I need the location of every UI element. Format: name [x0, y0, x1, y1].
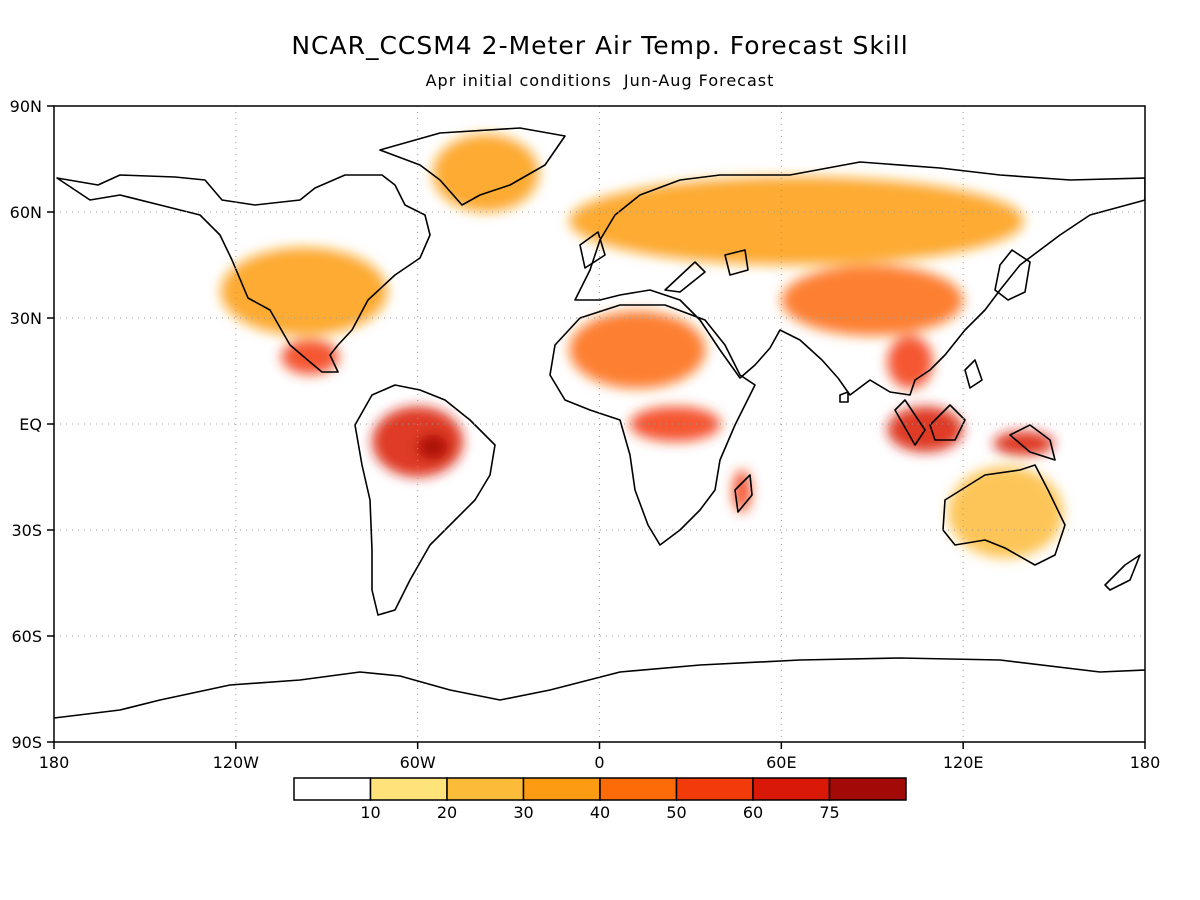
lon-tick-label: 60E: [766, 753, 796, 772]
colorbar-swatch: [293, 777, 372, 801]
colorbar-swatch: [752, 777, 831, 801]
colorbar-label: 30: [513, 803, 533, 822]
longitude-labels: 180 120W 60W 0 60E 120E 180: [39, 742, 1161, 772]
colorbar-swatch: [369, 777, 448, 801]
colorbar-label: 60: [743, 803, 763, 822]
skill-region: [417, 434, 448, 460]
lon-tick-label: 120W: [213, 753, 260, 772]
gridlines: [54, 106, 1145, 742]
coastlines: [54, 127, 1145, 719]
colorbar-label: 50: [666, 803, 686, 822]
lon-tick-label: 120E: [943, 753, 984, 772]
lon-tick-label: 180: [39, 753, 70, 772]
map-title: NCAR_CCSM4 2-Meter Air Temp. Forecast Sk…: [291, 31, 908, 60]
skill-shading: [220, 134, 1064, 559]
colorbar-label: 40: [590, 803, 610, 822]
colorbar-swatch: [446, 777, 525, 801]
skill-region: [887, 335, 933, 389]
skill-region: [948, 466, 1064, 559]
colorbar-swatch: [828, 777, 907, 801]
skill-region: [993, 431, 1055, 456]
skill-region: [220, 247, 388, 336]
skill-region: [569, 176, 1024, 265]
map-area: [54, 106, 1145, 742]
colorbar: 10 20 30 40 50 60 75: [293, 777, 907, 822]
skill-region: [281, 339, 339, 375]
skill-region: [781, 265, 964, 336]
lat-tick-label: 30S: [11, 521, 42, 540]
latitude-labels: 90N 60N 30N EQ 30S 60S 90S: [10, 97, 54, 752]
colorbar-label: 10: [360, 803, 380, 822]
lat-tick-label: EQ: [19, 415, 42, 434]
map-subtitle: Apr initial conditions Jun-Aug Forecast: [426, 71, 775, 90]
lat-tick-label: 60S: [11, 627, 42, 646]
colorbar-label: 75: [819, 803, 839, 822]
lon-tick-label: 0: [594, 753, 604, 772]
lat-tick-label: 90N: [10, 97, 42, 116]
lat-tick-label: 90S: [11, 733, 42, 752]
lon-tick-label: 60W: [400, 753, 436, 772]
lon-tick-label: 180: [1130, 753, 1161, 772]
colorbar-label: 20: [437, 803, 457, 822]
skill-region: [569, 310, 706, 389]
colorbar-swatch: [599, 777, 678, 801]
colorbar-swatch: [522, 777, 601, 801]
lat-tick-label: 30N: [10, 309, 42, 328]
lat-tick-label: 60N: [10, 203, 42, 222]
skill-region: [372, 406, 464, 477]
colorbar-swatch: [675, 777, 754, 801]
skill-region: [629, 406, 721, 442]
skill-region: [432, 134, 539, 212]
